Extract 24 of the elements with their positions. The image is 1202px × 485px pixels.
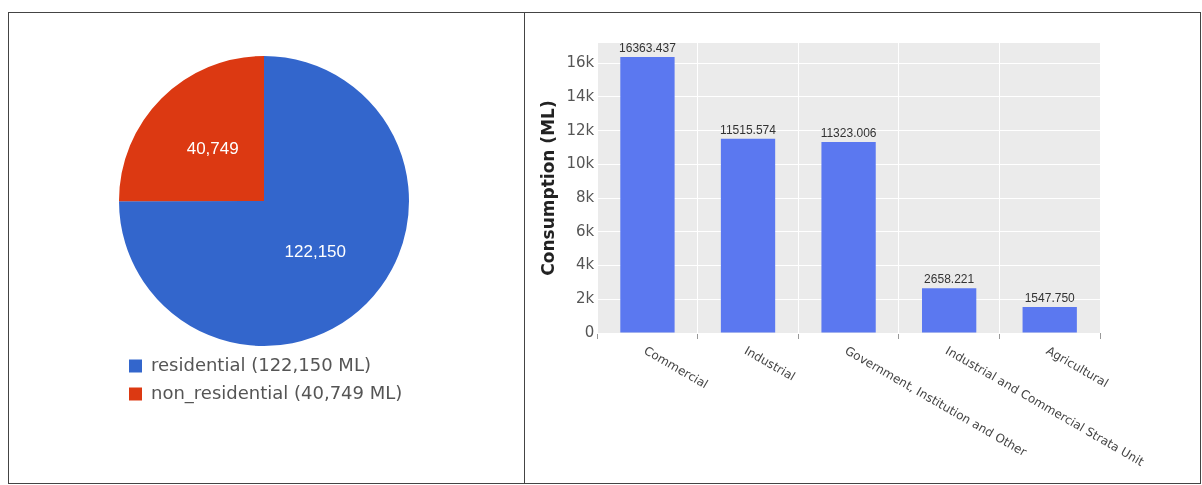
y-tick-label: 4k [575, 255, 595, 274]
data-label: 122,150 [284, 241, 347, 261]
legend-label: non_residential (40,749 ML) [151, 381, 403, 404]
data-label: 11323.006 [820, 126, 877, 141]
data-label: 11515.574 [720, 123, 777, 138]
data-label: 2658.221 [924, 272, 975, 287]
y-tick-label: 16k [566, 53, 595, 72]
legend-label: residential (122,150 ML) [151, 353, 371, 375]
y-tick-label: 10k [566, 154, 595, 173]
bar [1022, 306, 1077, 333]
bar [720, 138, 776, 333]
y-tick-label: 6k [575, 221, 595, 240]
y-tick-label: 2k [575, 289, 595, 308]
data-label: 1547.750 [1024, 291, 1076, 306]
y-axis-title: Consumption (ML) [537, 100, 558, 276]
y-tick-label: 12k [566, 120, 595, 139]
y-tick-label: 0 [584, 322, 595, 341]
data-label: 40,749 [186, 139, 239, 159]
y-tick-label: 14k [566, 86, 595, 105]
bar [922, 288, 977, 333]
data-label: 16363.437 [619, 41, 677, 56]
y-tick-label: 8k [575, 188, 595, 207]
bar [821, 142, 876, 333]
bar [620, 57, 675, 333]
